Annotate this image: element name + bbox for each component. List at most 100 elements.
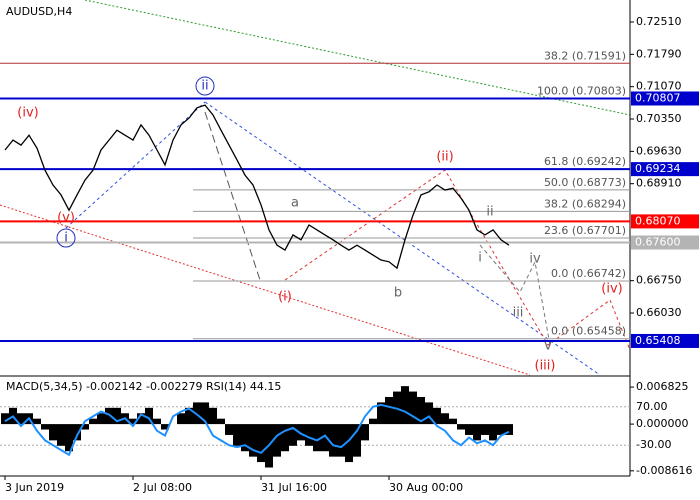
histogram-bar [225, 424, 233, 435]
x-tick-label: 2 Jul 08:00 [133, 481, 192, 494]
histogram-bar [457, 424, 465, 430]
wave-line [479, 244, 551, 346]
y2-tick-label: -30.00 [636, 438, 671, 451]
histogram-bar [233, 424, 241, 446]
decorations [0, 0, 631, 376]
level-label: 0.68070 [635, 214, 681, 227]
fib-label: 38.2 (0.68294) [544, 197, 626, 210]
wave-label: b [394, 286, 402, 301]
histogram-bar [425, 402, 433, 425]
wave-line [204, 111, 261, 281]
histogram-bar [497, 424, 505, 435]
wave-label: ii [201, 79, 208, 94]
histogram-bar [361, 424, 369, 441]
y-tick-label: 0.68910 [636, 177, 682, 190]
y-tick-label: 0.66030 [636, 306, 682, 319]
histogram-bar [41, 424, 49, 430]
wave-label: (iv) [601, 282, 622, 297]
wave-label: iii [513, 306, 524, 321]
histogram-bar [73, 424, 81, 441]
wave-circle [56, 228, 76, 248]
histogram-bar [65, 424, 73, 452]
histogram-bar [401, 386, 409, 425]
histogram-bar [193, 402, 201, 425]
histogram-bar [473, 424, 481, 441]
y-tick-label: 0.72510 [636, 15, 682, 28]
histogram-bar [449, 418, 457, 425]
level-box [631, 235, 699, 250]
histogram-bar [137, 413, 145, 425]
histogram-bar [145, 407, 153, 425]
y-tick-label: 0.69630 [636, 144, 682, 157]
histogram-bar [257, 424, 265, 463]
histogram-bar [33, 418, 41, 425]
histogram-bar [417, 396, 425, 425]
histogram-bar [489, 424, 497, 441]
histogram-bar [369, 418, 377, 425]
histogram-bar [209, 407, 217, 425]
histogram-bar [201, 402, 209, 425]
histogram-bar [481, 424, 489, 435]
x-tick-label: 31 Jul 16:00 [261, 481, 327, 494]
histogram-bar [505, 424, 513, 435]
wave-label: (v) [57, 211, 75, 226]
histogram-bar [329, 424, 337, 457]
histogram-bar [281, 424, 289, 452]
histogram-bar [153, 418, 161, 425]
wave-label: (iii) [535, 359, 556, 374]
y-tick-label: 0.70350 [636, 112, 682, 125]
histogram-bar [465, 424, 473, 435]
histogram-bar [337, 424, 345, 457]
histogram-bar [161, 424, 169, 430]
y-tick-label: 0.006825 [636, 380, 689, 393]
trend-line [65, 101, 206, 229]
fib-label: 0.0 (0.65458) [551, 325, 626, 338]
wave-label: (iv) [17, 106, 38, 121]
wave-label: (i) [278, 290, 292, 305]
histogram-bar [241, 424, 249, 452]
histogram-bar [105, 407, 113, 425]
y-tick-label: 0.66750 [636, 274, 682, 287]
y-tick-label: -0.008616 [636, 464, 692, 477]
histogram-bar [409, 391, 417, 425]
level-box [631, 214, 699, 229]
histogram-bar [1, 413, 9, 425]
y-tick-label: 0.71790 [636, 47, 682, 60]
wave-circle [195, 76, 215, 96]
histogram-bar [249, 424, 257, 457]
histogram-bar [289, 424, 297, 446]
histogram-bar [305, 424, 313, 446]
histogram-bar [297, 424, 305, 441]
histogram-bar [313, 424, 321, 452]
histogram-bar [89, 418, 97, 425]
histogram-bar [273, 424, 281, 457]
wave-label: i [64, 231, 68, 246]
wave-label: v [544, 339, 552, 354]
wave-label: ii [486, 205, 493, 220]
histogram-bar [345, 424, 353, 463]
level-box [631, 91, 699, 106]
wave-label: i [478, 251, 482, 266]
histogram-bar [97, 413, 105, 425]
histogram-bar [113, 407, 121, 425]
histogram-bar [185, 407, 193, 425]
wave-label: (ii) [436, 150, 453, 165]
level-label: 0.65408 [635, 334, 681, 347]
price-line [4, 104, 510, 270]
level-label: 0.70807 [635, 91, 681, 104]
y2-tick-label: 70.00 [636, 400, 668, 413]
trend-line [84, 0, 631, 116]
histogram-bar [441, 413, 449, 425]
histogram-bar [377, 402, 385, 425]
fib-label: 0.0 (0.66742) [551, 267, 626, 280]
y-tick-label: 0.000000 [636, 417, 689, 430]
histogram-bar [385, 396, 393, 425]
fib-label: 38.2 (0.71591) [544, 49, 626, 62]
histogram-bar [217, 418, 225, 425]
histogram-bar [17, 413, 25, 425]
level-label: 0.67600 [635, 236, 681, 249]
wave-label: a [291, 196, 299, 211]
rsi-line [4, 403, 510, 457]
histogram-bar [321, 424, 329, 452]
